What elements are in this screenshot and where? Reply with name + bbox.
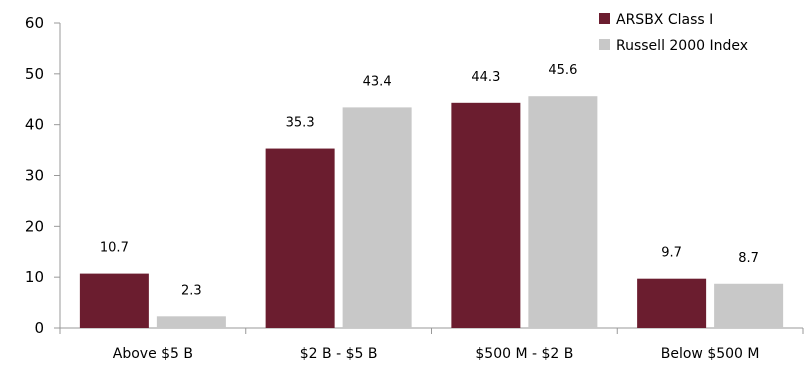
bar-russell bbox=[156, 316, 226, 328]
bar-value-label: 43.4 bbox=[363, 74, 392, 89]
bar-arsbx bbox=[451, 102, 521, 328]
legend-label: Russell 2000 Index bbox=[616, 38, 748, 54]
bar-russell bbox=[342, 107, 412, 328]
y-tick-label: 50 bbox=[25, 65, 44, 83]
y-tick-label: 60 bbox=[25, 14, 44, 32]
y-tick-label: 30 bbox=[25, 167, 44, 185]
axes: 0 10 20 30 40 50 60 Above $5 B $2 B - $5 B $500 M… bbox=[25, 14, 804, 362]
bar-value-label: 2.3 bbox=[181, 283, 202, 298]
bar-arsbx bbox=[265, 148, 335, 328]
bar-value-label: 44.3 bbox=[471, 70, 500, 85]
x-category-label: $500 M - $2 B bbox=[475, 346, 573, 362]
bar-value-label: 9.7 bbox=[661, 246, 682, 261]
bar-value-label: 8.7 bbox=[738, 251, 759, 266]
bar-russell bbox=[528, 96, 598, 328]
legend-swatch bbox=[599, 39, 610, 50]
y-tick-label: 10 bbox=[25, 268, 44, 286]
bar-russell bbox=[714, 283, 784, 328]
bars bbox=[79, 96, 784, 328]
bar-arsbx bbox=[79, 273, 149, 328]
y-tick-label: 40 bbox=[25, 116, 44, 134]
bar-value-label: 35.3 bbox=[286, 116, 315, 131]
x-category-label: Below $500 M bbox=[661, 346, 760, 362]
data-labels: 10.7 2.3 35.3 43.4 44.3 45.6 9.7 8.7 bbox=[100, 63, 759, 298]
legend-label: ARSBX Class I bbox=[616, 12, 713, 28]
x-category-label: Above $5 B bbox=[113, 346, 193, 362]
bar-arsbx bbox=[637, 278, 707, 328]
y-tick-label: 20 bbox=[25, 217, 44, 235]
bar-value-label: 45.6 bbox=[548, 63, 577, 78]
legend-swatch bbox=[599, 13, 610, 24]
bar-value-label: 10.7 bbox=[100, 241, 129, 256]
x-category-label: $2 B - $5 B bbox=[300, 346, 378, 362]
y-tick-label: 0 bbox=[34, 319, 44, 337]
legend: ARSBX Class I Russell 2000 Index bbox=[599, 12, 748, 54]
